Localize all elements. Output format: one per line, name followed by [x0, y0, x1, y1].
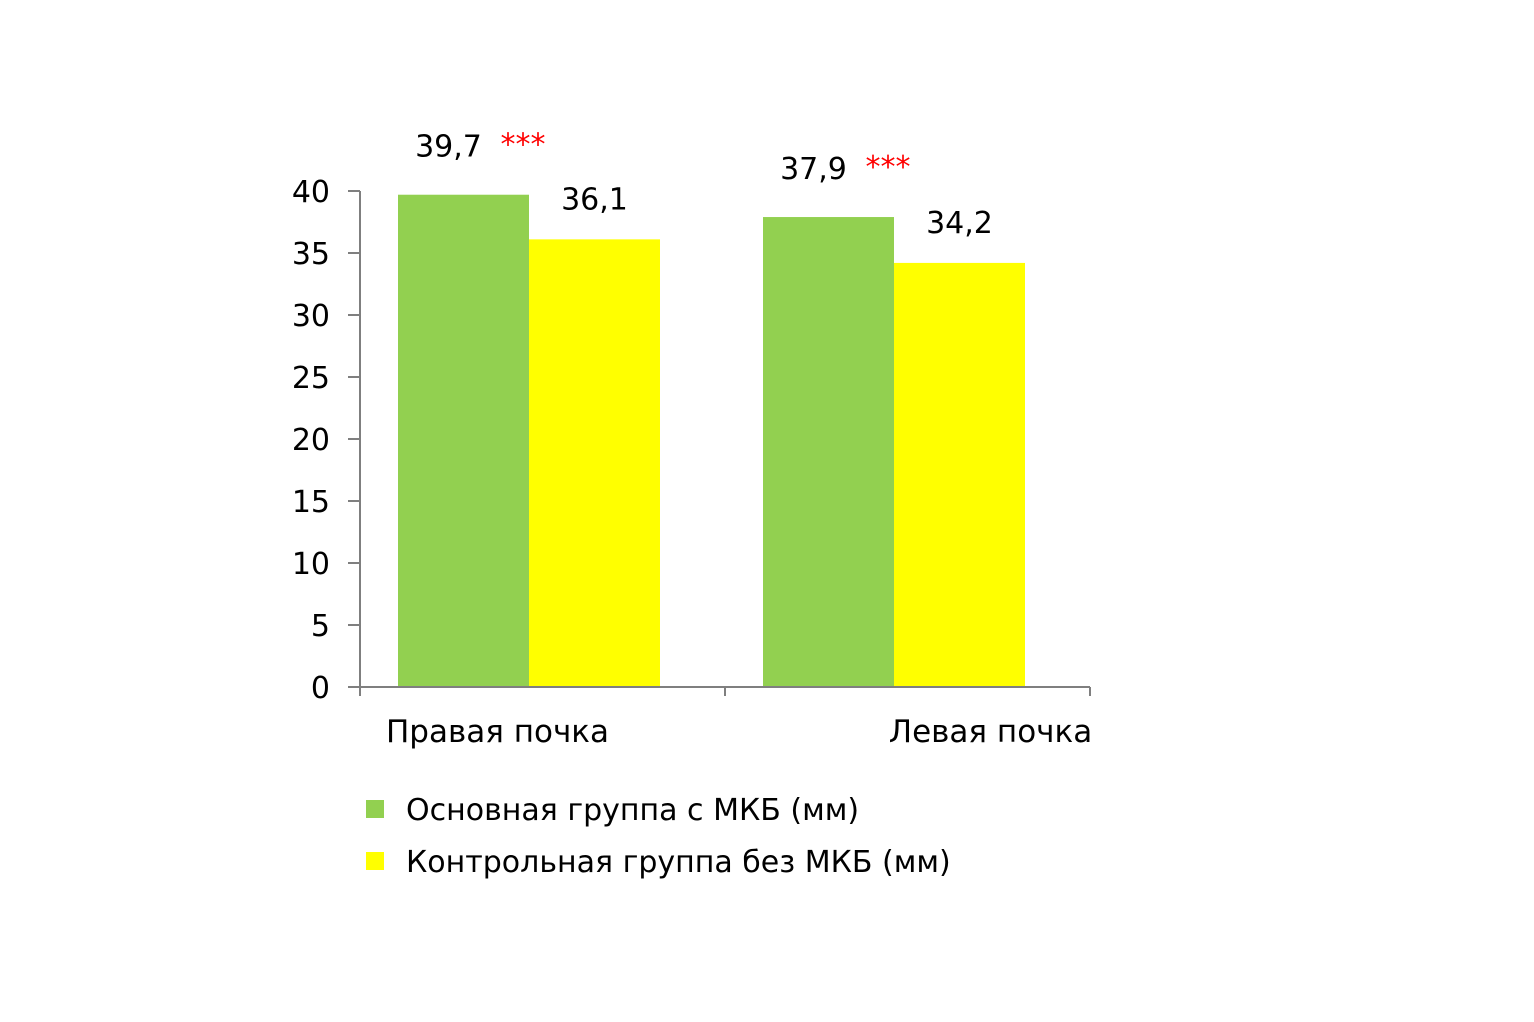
y-tick-label: 20 [292, 423, 330, 458]
y-tick-label: 25 [292, 361, 330, 396]
bar-control-1 [529, 239, 660, 688]
axes-group: Правая почка Левая почка 0 5 10 15 20 25 30 35 40 [292, 175, 1092, 750]
legend-swatch-main [366, 800, 384, 818]
data-label: 39,7 [415, 130, 482, 165]
bars-group [398, 194, 1025, 688]
data-labels-group: 39,7 *** 36,1 37,9 *** 34,2 [415, 128, 993, 241]
y-tick-label: 35 [292, 237, 330, 272]
y-tick-label: 15 [292, 485, 330, 520]
legend-label: Основная группа с МКБ (мм) [406, 793, 859, 828]
data-label: 37,9 [780, 152, 847, 187]
legend-swatch-control [366, 852, 384, 870]
y-tick-label: 40 [292, 175, 330, 210]
category-label: Правая почка [386, 714, 609, 750]
y-tick-label: 0 [311, 671, 330, 706]
y-tick-label: 5 [311, 609, 330, 644]
data-label: 34,2 [926, 206, 993, 241]
significance-mark: *** [501, 128, 546, 163]
y-tick-label: 30 [292, 299, 330, 334]
bar-main-2 [763, 217, 894, 688]
bar-main-1 [398, 194, 529, 687]
legend-label: Контрольная группа без МКБ (мм) [406, 845, 951, 880]
data-label: 36,1 [561, 182, 628, 217]
y-tick-label: 10 [292, 547, 330, 582]
bar-control-2 [894, 262, 1025, 687]
category-label: Левая почка [889, 714, 1092, 750]
significance-mark: *** [866, 150, 911, 185]
legend: Основная группа с МКБ (мм) Контрольная гр… [366, 793, 951, 880]
